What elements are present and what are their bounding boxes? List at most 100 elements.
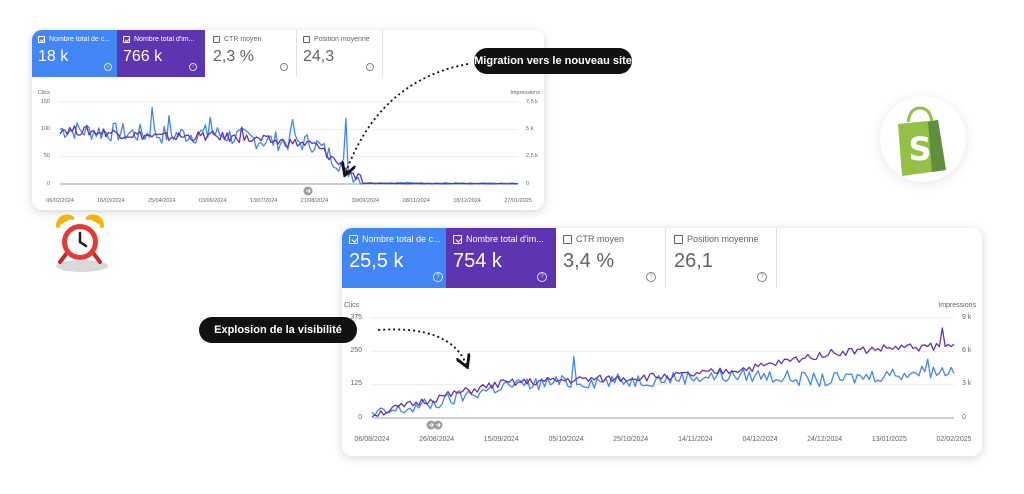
- bottom-performance-card: Nombre total de c... 25,5 k? Nombre total …: [342, 228, 982, 456]
- checkbox-checked-icon[interactable]: [38, 36, 45, 43]
- x-axis-tick: 14/11/2024: [678, 436, 713, 443]
- metric-value: 26,1: [674, 250, 713, 272]
- metric-label-text: Nombre total d'im...: [134, 36, 195, 43]
- shopify-bag-icon: S: [898, 106, 946, 176]
- bottom-performance-chart: [371, 317, 955, 430]
- metric-tile-impressions[interactable]: Nombre total d'im... 766 k?: [117, 30, 205, 77]
- help-icon[interactable]: ?: [433, 272, 443, 282]
- top-performance-chart: [59, 101, 519, 196]
- y-axis-left-title: Clics: [344, 302, 360, 309]
- y-axis-left-tick: 150: [40, 98, 50, 105]
- top-performance-card: Nombre total de c... 18 k? Nombre total d'…: [32, 30, 544, 210]
- y-axis-right-title: Impressions: [938, 302, 976, 309]
- checkbox-checked-icon[interactable]: [453, 234, 462, 244]
- checkbox-checked-icon[interactable]: [123, 36, 130, 43]
- metric-value: 766 k: [123, 48, 163, 65]
- y-axis-left-tick: 50: [43, 153, 50, 160]
- metric-label: Nombre total d'im...: [123, 36, 201, 43]
- metric-tile-clicks[interactable]: Nombre total de c... 25,5 k?: [342, 228, 452, 288]
- x-axis-tick: 16/03/2024: [97, 198, 125, 204]
- checkbox-unchecked-icon[interactable]: [563, 234, 572, 244]
- x-axis-tick: 04/12/2024: [742, 436, 778, 443]
- y-axis-left-tick: 125: [350, 380, 362, 388]
- x-axis-tick: 03/06/2024: [198, 198, 227, 204]
- x-axis-tick: 25/04/2024: [148, 198, 176, 204]
- metric-tile-ctr[interactable]: CTR moyen 2,3 %?: [207, 30, 297, 77]
- y-axis-right-tick: 0: [962, 413, 966, 421]
- metric-value: 24,3: [303, 48, 335, 65]
- help-icon[interactable]: ?: [189, 63, 197, 71]
- metric-value: 25,5 k: [349, 250, 404, 272]
- x-axis-tick: 06/02/2024: [46, 198, 74, 204]
- metric-value: 2,3 %: [213, 48, 254, 65]
- y-axis-left-tick: 375: [350, 313, 362, 321]
- annotation-marker-icon: [303, 186, 313, 196]
- y-axis-left-tick: 100: [40, 126, 50, 133]
- series-line-impressions: [59, 125, 519, 185]
- checkbox-unchecked-icon[interactable]: [674, 234, 683, 244]
- y-axis-right-title: Impressions: [510, 90, 540, 96]
- metric-label: Position moyenne: [303, 36, 381, 43]
- alarm-clock-icon: [56, 214, 108, 272]
- metric-label-text: Position moyenne: [687, 234, 759, 244]
- metric-label: CTR moyen: [563, 234, 662, 244]
- metric-label-text: Position moyenne: [314, 36, 370, 43]
- metric-tile-impressions[interactable]: Nombre total d'im... 754 k?: [446, 228, 556, 288]
- x-axis-tick: 06/08/2024: [354, 436, 390, 443]
- metric-tile-ctr[interactable]: CTR moyen 3,4 %?: [556, 228, 666, 288]
- x-axis-tick: 26/08/2024: [419, 436, 455, 443]
- help-icon[interactable]: ?: [104, 63, 112, 71]
- help-icon[interactable]: ?: [646, 272, 656, 282]
- x-axis-tick: 27/01/2025: [504, 198, 532, 204]
- series-line-impressions: [371, 327, 955, 418]
- metric-label: Nombre total d'im...: [453, 234, 552, 244]
- checkbox-checked-icon[interactable]: [349, 234, 358, 244]
- shopify-logo: S: [880, 96, 966, 182]
- y-axis-right-tick: 5 k: [526, 126, 534, 133]
- x-axis-tick: 21/08/2024: [300, 198, 329, 204]
- series-line-clicks: [59, 106, 518, 185]
- x-axis-tick: 05/10/2024: [548, 436, 584, 443]
- metric-value: 3,4 %: [563, 250, 615, 272]
- metric-label-text: Nombre total d'im...: [466, 234, 544, 244]
- x-axis-tick: 30/09/2024: [351, 198, 380, 204]
- y-axis-left-tick: 0: [358, 413, 362, 421]
- checkbox-unchecked-icon[interactable]: [303, 36, 310, 43]
- x-axis-tick: 15/09/2024: [483, 436, 519, 443]
- metric-label-text: Nombre total de c...: [49, 36, 111, 43]
- x-axis-tick: 24/12/2024: [807, 436, 843, 443]
- help-icon[interactable]: ?: [280, 63, 288, 71]
- metric-label: Position moyenne: [674, 234, 773, 244]
- annotation-marker-icon: [433, 420, 443, 430]
- svg-text:S: S: [908, 130, 931, 168]
- metric-value: 18 k: [38, 48, 69, 65]
- metric-label: Nombre total de c...: [38, 36, 116, 43]
- x-axis-tick: 02/02/2025: [936, 436, 972, 443]
- explosion-annotation: Explosion de la visibilité: [199, 317, 357, 343]
- series-line-clicks: [371, 356, 955, 416]
- metric-label-text: CTR moyen: [224, 36, 262, 43]
- metric-label: CTR moyen: [213, 36, 291, 43]
- y-axis-right-tick: 0: [526, 180, 530, 187]
- y-axis-left-tick: 250: [350, 347, 362, 355]
- checkbox-unchecked-icon[interactable]: [213, 36, 220, 43]
- y-axis-right-tick: 2,5 k: [526, 153, 538, 160]
- help-icon[interactable]: ?: [537, 272, 547, 282]
- help-icon[interactable]: ?: [757, 272, 767, 282]
- metric-value: 754 k: [453, 250, 502, 272]
- y-axis-right-tick: 6 k: [962, 347, 972, 355]
- y-axis-right-tick: 9 k: [962, 313, 972, 321]
- x-axis-tick: 13/01/2025: [871, 436, 907, 443]
- x-axis-tick: 25/10/2024: [613, 436, 649, 443]
- y-axis-right-tick: 3 k: [962, 380, 972, 388]
- x-axis-tick: 18/12/2024: [453, 198, 481, 204]
- annotation-marker-icon: [426, 420, 436, 430]
- metric-label: Nombre total de c...: [349, 234, 448, 244]
- x-axis-tick: 13/07/2024: [249, 198, 278, 204]
- metric-label-text: CTR moyen: [576, 234, 625, 244]
- migration-annotation: Migration vers le nouveau site: [474, 48, 632, 74]
- y-axis-right-tick: 7,5 k: [526, 98, 538, 105]
- y-axis-left-title: Clics: [38, 90, 50, 96]
- metric-tile-clicks[interactable]: Nombre total de c... 18 k?: [32, 30, 120, 77]
- metric-tile-position[interactable]: Position moyenne 26,1?: [667, 228, 777, 288]
